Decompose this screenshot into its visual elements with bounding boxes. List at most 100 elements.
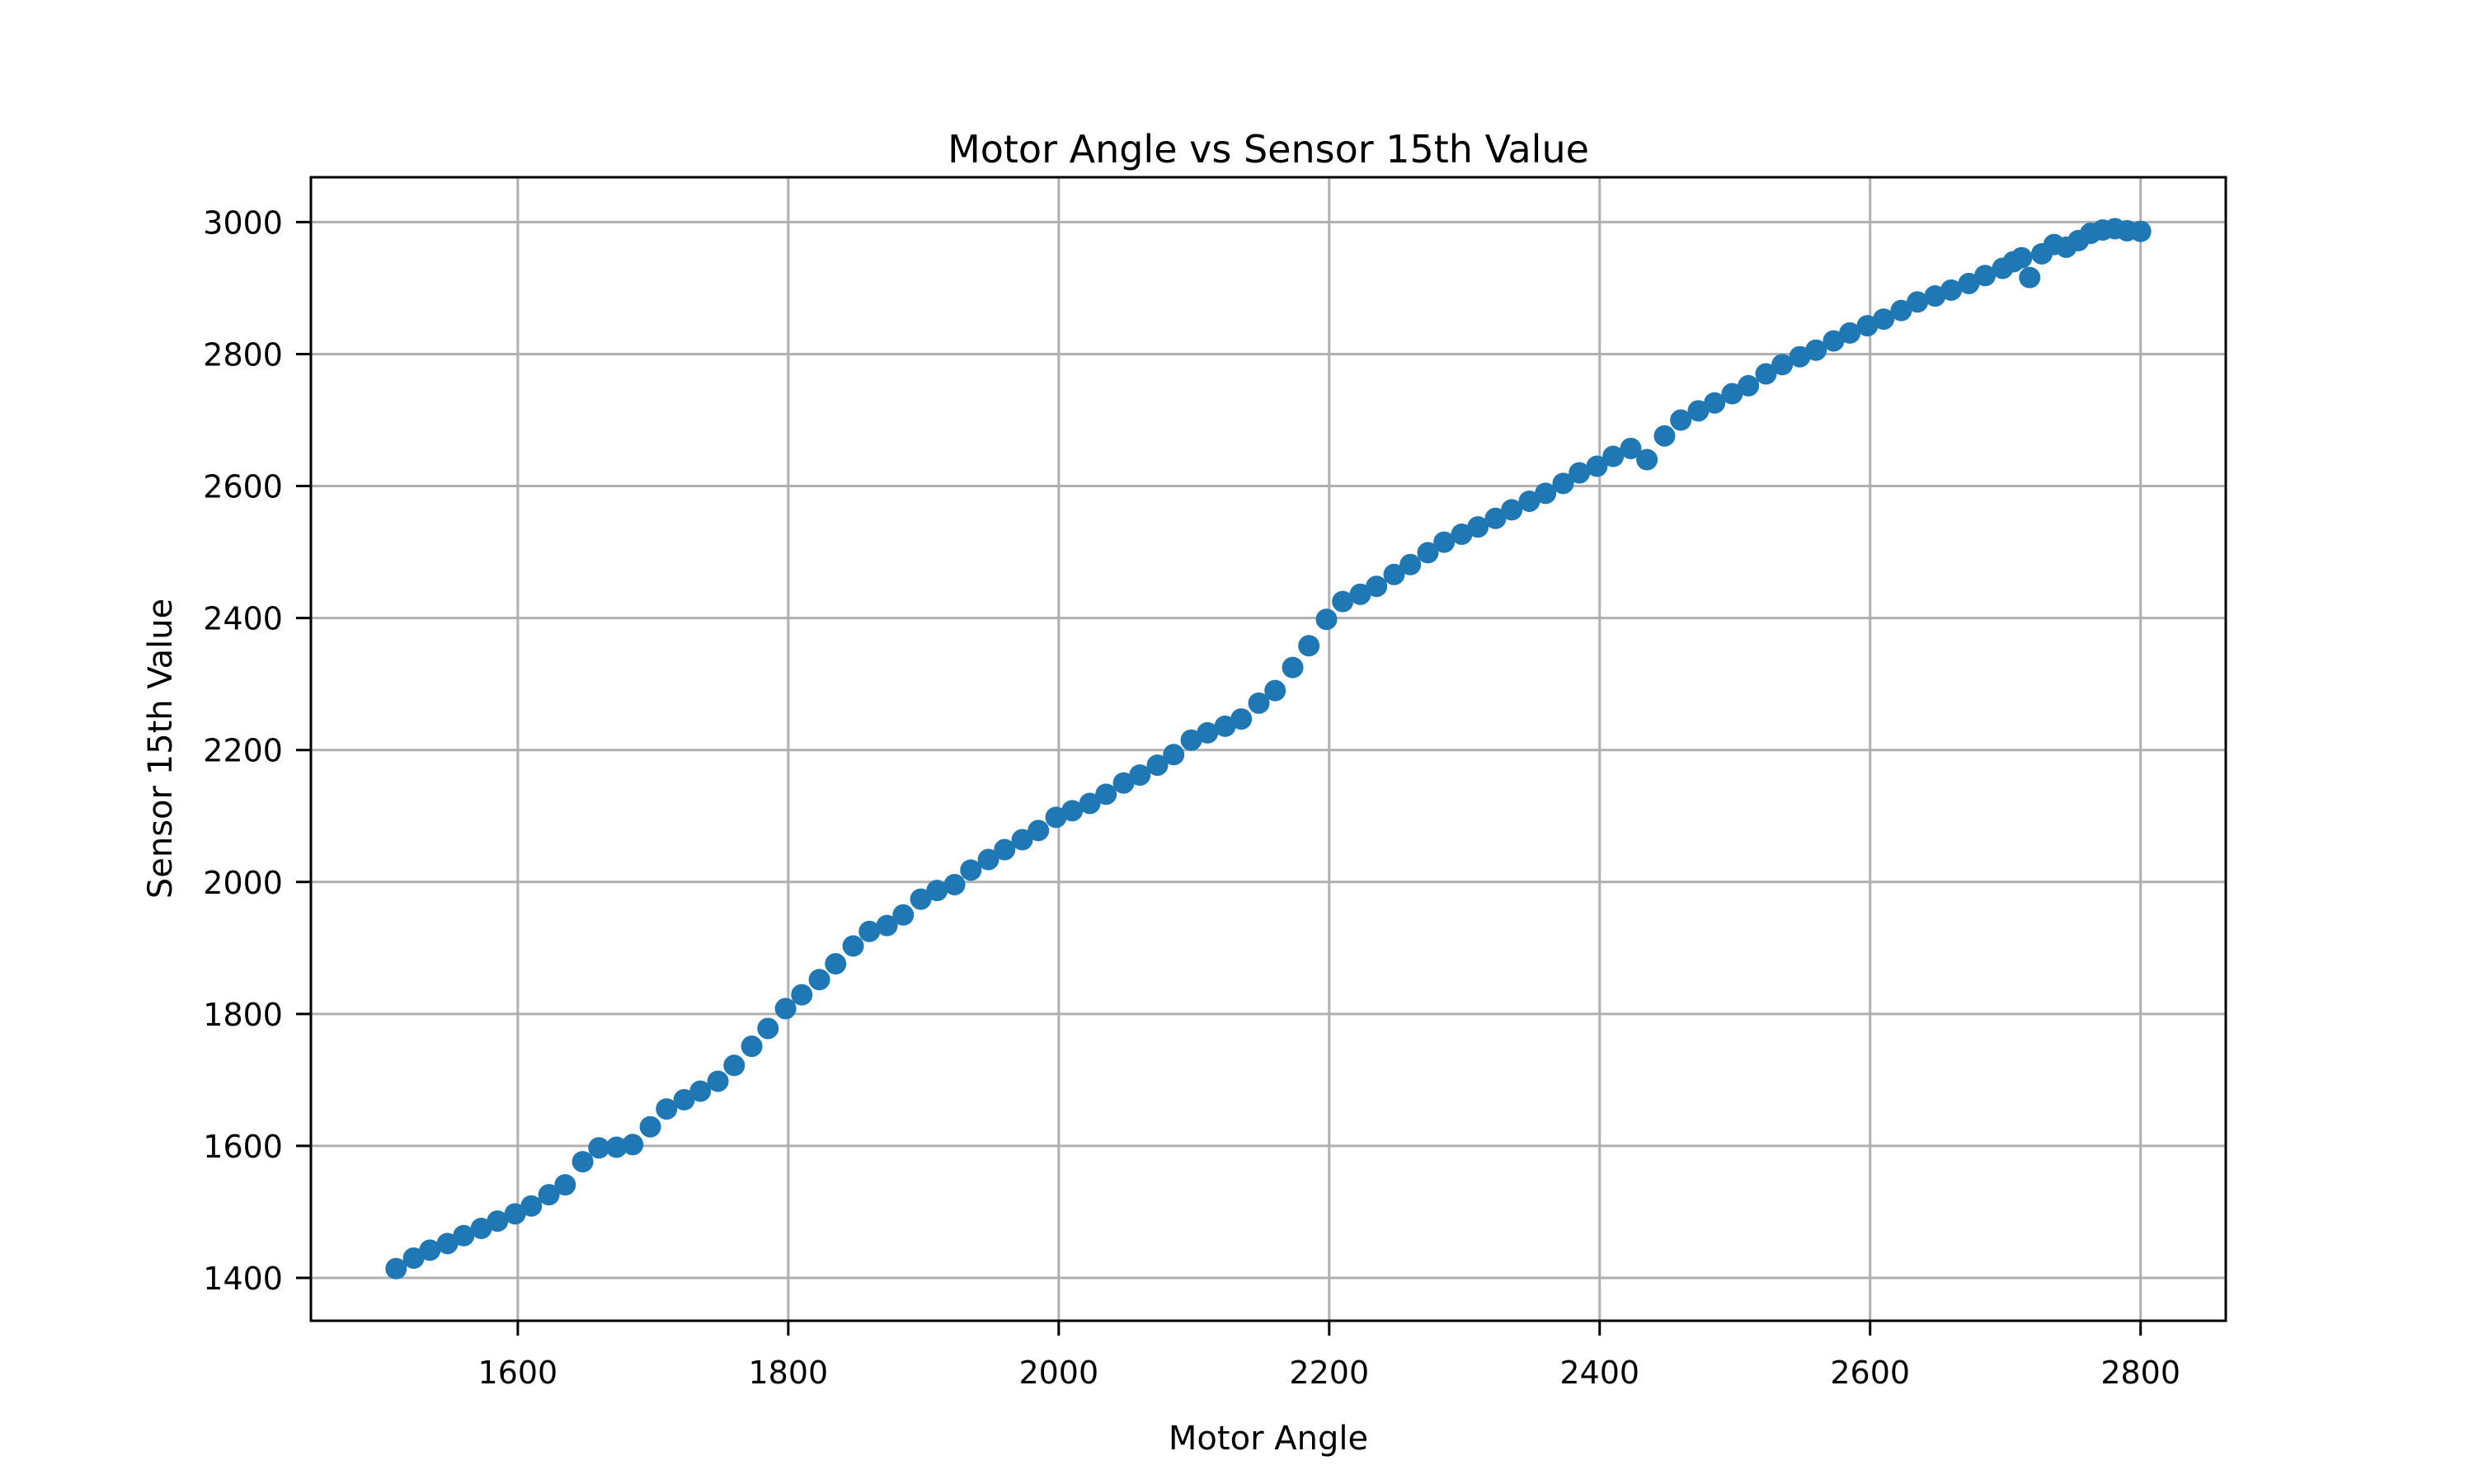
data-point	[892, 904, 915, 926]
tick-label-x-2000: 2000	[1018, 1355, 1098, 1391]
data-point	[943, 873, 966, 895]
data-point	[1349, 583, 1371, 605]
data-point	[1890, 299, 1912, 322]
data-point	[1451, 523, 1473, 545]
data-point	[588, 1137, 610, 1159]
data-point	[1163, 744, 1185, 766]
data-point	[1315, 608, 1338, 631]
data-point	[1433, 531, 1456, 553]
tick-label-y-1400: 1400	[203, 1261, 283, 1297]
data-point	[1079, 792, 1101, 815]
data-point	[656, 1098, 678, 1120]
data-point	[1602, 445, 1625, 467]
data-point	[1417, 542, 1439, 564]
data-point	[1112, 772, 1135, 794]
y-axis-label: Sensor 15th Value	[142, 599, 180, 899]
chart-title: Motor Angle vs Sensor 15th Value	[948, 127, 1589, 171]
data-point	[1823, 330, 1845, 352]
data-point	[639, 1115, 661, 1138]
tick-label-x-2800: 2800	[2100, 1355, 2180, 1391]
data-point	[419, 1239, 441, 1261]
data-point	[605, 1136, 628, 1158]
data-point	[1620, 437, 1642, 459]
data-point	[977, 848, 999, 871]
tick-label-x-2600: 2600	[1830, 1355, 1910, 1391]
data-point	[1399, 553, 1422, 575]
data-point	[808, 969, 830, 991]
data-point	[1264, 679, 1286, 702]
tick-layer: 1600 1800 2000 2200 2400 2600 2800 1400 1600 1800…	[203, 204, 2180, 1391]
tick-label-y-2800: 2800	[203, 336, 283, 373]
data-point	[1958, 272, 1980, 294]
data-point	[1924, 285, 1946, 308]
data-point	[1839, 322, 1861, 344]
data-point	[436, 1233, 459, 1255]
data-point	[2011, 247, 2033, 269]
data-point	[1586, 455, 1608, 477]
data-point	[1332, 590, 1354, 613]
data-point	[1383, 563, 1405, 585]
data-point	[470, 1217, 492, 1239]
data-point	[1061, 800, 1084, 822]
data-point	[2129, 220, 2152, 242]
data-point	[1569, 462, 1591, 484]
data-point	[791, 984, 813, 1006]
data-point	[1011, 829, 1033, 851]
data-point	[554, 1174, 576, 1196]
grid-layer	[311, 177, 2226, 1321]
data-point	[774, 998, 797, 1020]
tick-label-y-1800: 1800	[203, 997, 283, 1033]
data-point	[1501, 499, 1523, 521]
data-point	[707, 1070, 729, 1092]
data-point	[487, 1210, 509, 1233]
data-point	[757, 1017, 779, 1040]
data-point	[723, 1054, 745, 1077]
data-point	[622, 1134, 644, 1156]
data-point	[402, 1247, 425, 1269]
data-point	[1214, 715, 1236, 737]
tick-label-y-1600: 1600	[203, 1129, 283, 1165]
data-point	[453, 1224, 475, 1247]
data-point	[1636, 448, 1658, 471]
tick-label-x-1800: 1800	[749, 1355, 829, 1391]
data-point	[1738, 374, 1760, 397]
data-point	[842, 935, 864, 957]
x-axis-label: Motor Angle	[1169, 1420, 1368, 1458]
data-point	[1873, 308, 1895, 331]
tick-label-y-2200: 2200	[203, 733, 283, 769]
data-point	[910, 888, 932, 910]
data-point	[689, 1080, 712, 1102]
data-point	[1670, 409, 1692, 431]
data-point	[741, 1036, 763, 1058]
data-point	[1518, 490, 1540, 512]
data-point	[1805, 339, 1827, 361]
data-point	[1535, 482, 1557, 505]
data-point	[858, 920, 881, 942]
data-point	[571, 1151, 594, 1173]
data-point	[1552, 472, 1574, 495]
data-point	[1028, 819, 1050, 842]
data-point	[1045, 806, 1067, 829]
data-point	[825, 953, 847, 975]
data-point	[1230, 708, 1253, 730]
data-point	[538, 1184, 560, 1206]
data-point	[1940, 279, 1963, 301]
data-point	[1974, 265, 1997, 287]
tick-label-y-2400: 2400	[203, 601, 283, 637]
data-point	[1771, 354, 1794, 376]
data-point	[960, 859, 982, 881]
tick-label-x-2400: 2400	[1559, 1355, 1639, 1391]
data-point	[1721, 383, 1743, 405]
data-point	[385, 1257, 407, 1280]
data-point	[1789, 345, 1811, 368]
data-point	[1687, 400, 1710, 422]
tick-label-x-2200: 2200	[1289, 1355, 1369, 1391]
data-point	[1366, 575, 1388, 598]
tick-label-x-1600: 1600	[478, 1355, 558, 1391]
data-point	[1197, 721, 1219, 744]
scatter-points-layer	[385, 218, 2152, 1280]
data-point	[1704, 392, 1726, 414]
data-point	[1248, 692, 1270, 714]
